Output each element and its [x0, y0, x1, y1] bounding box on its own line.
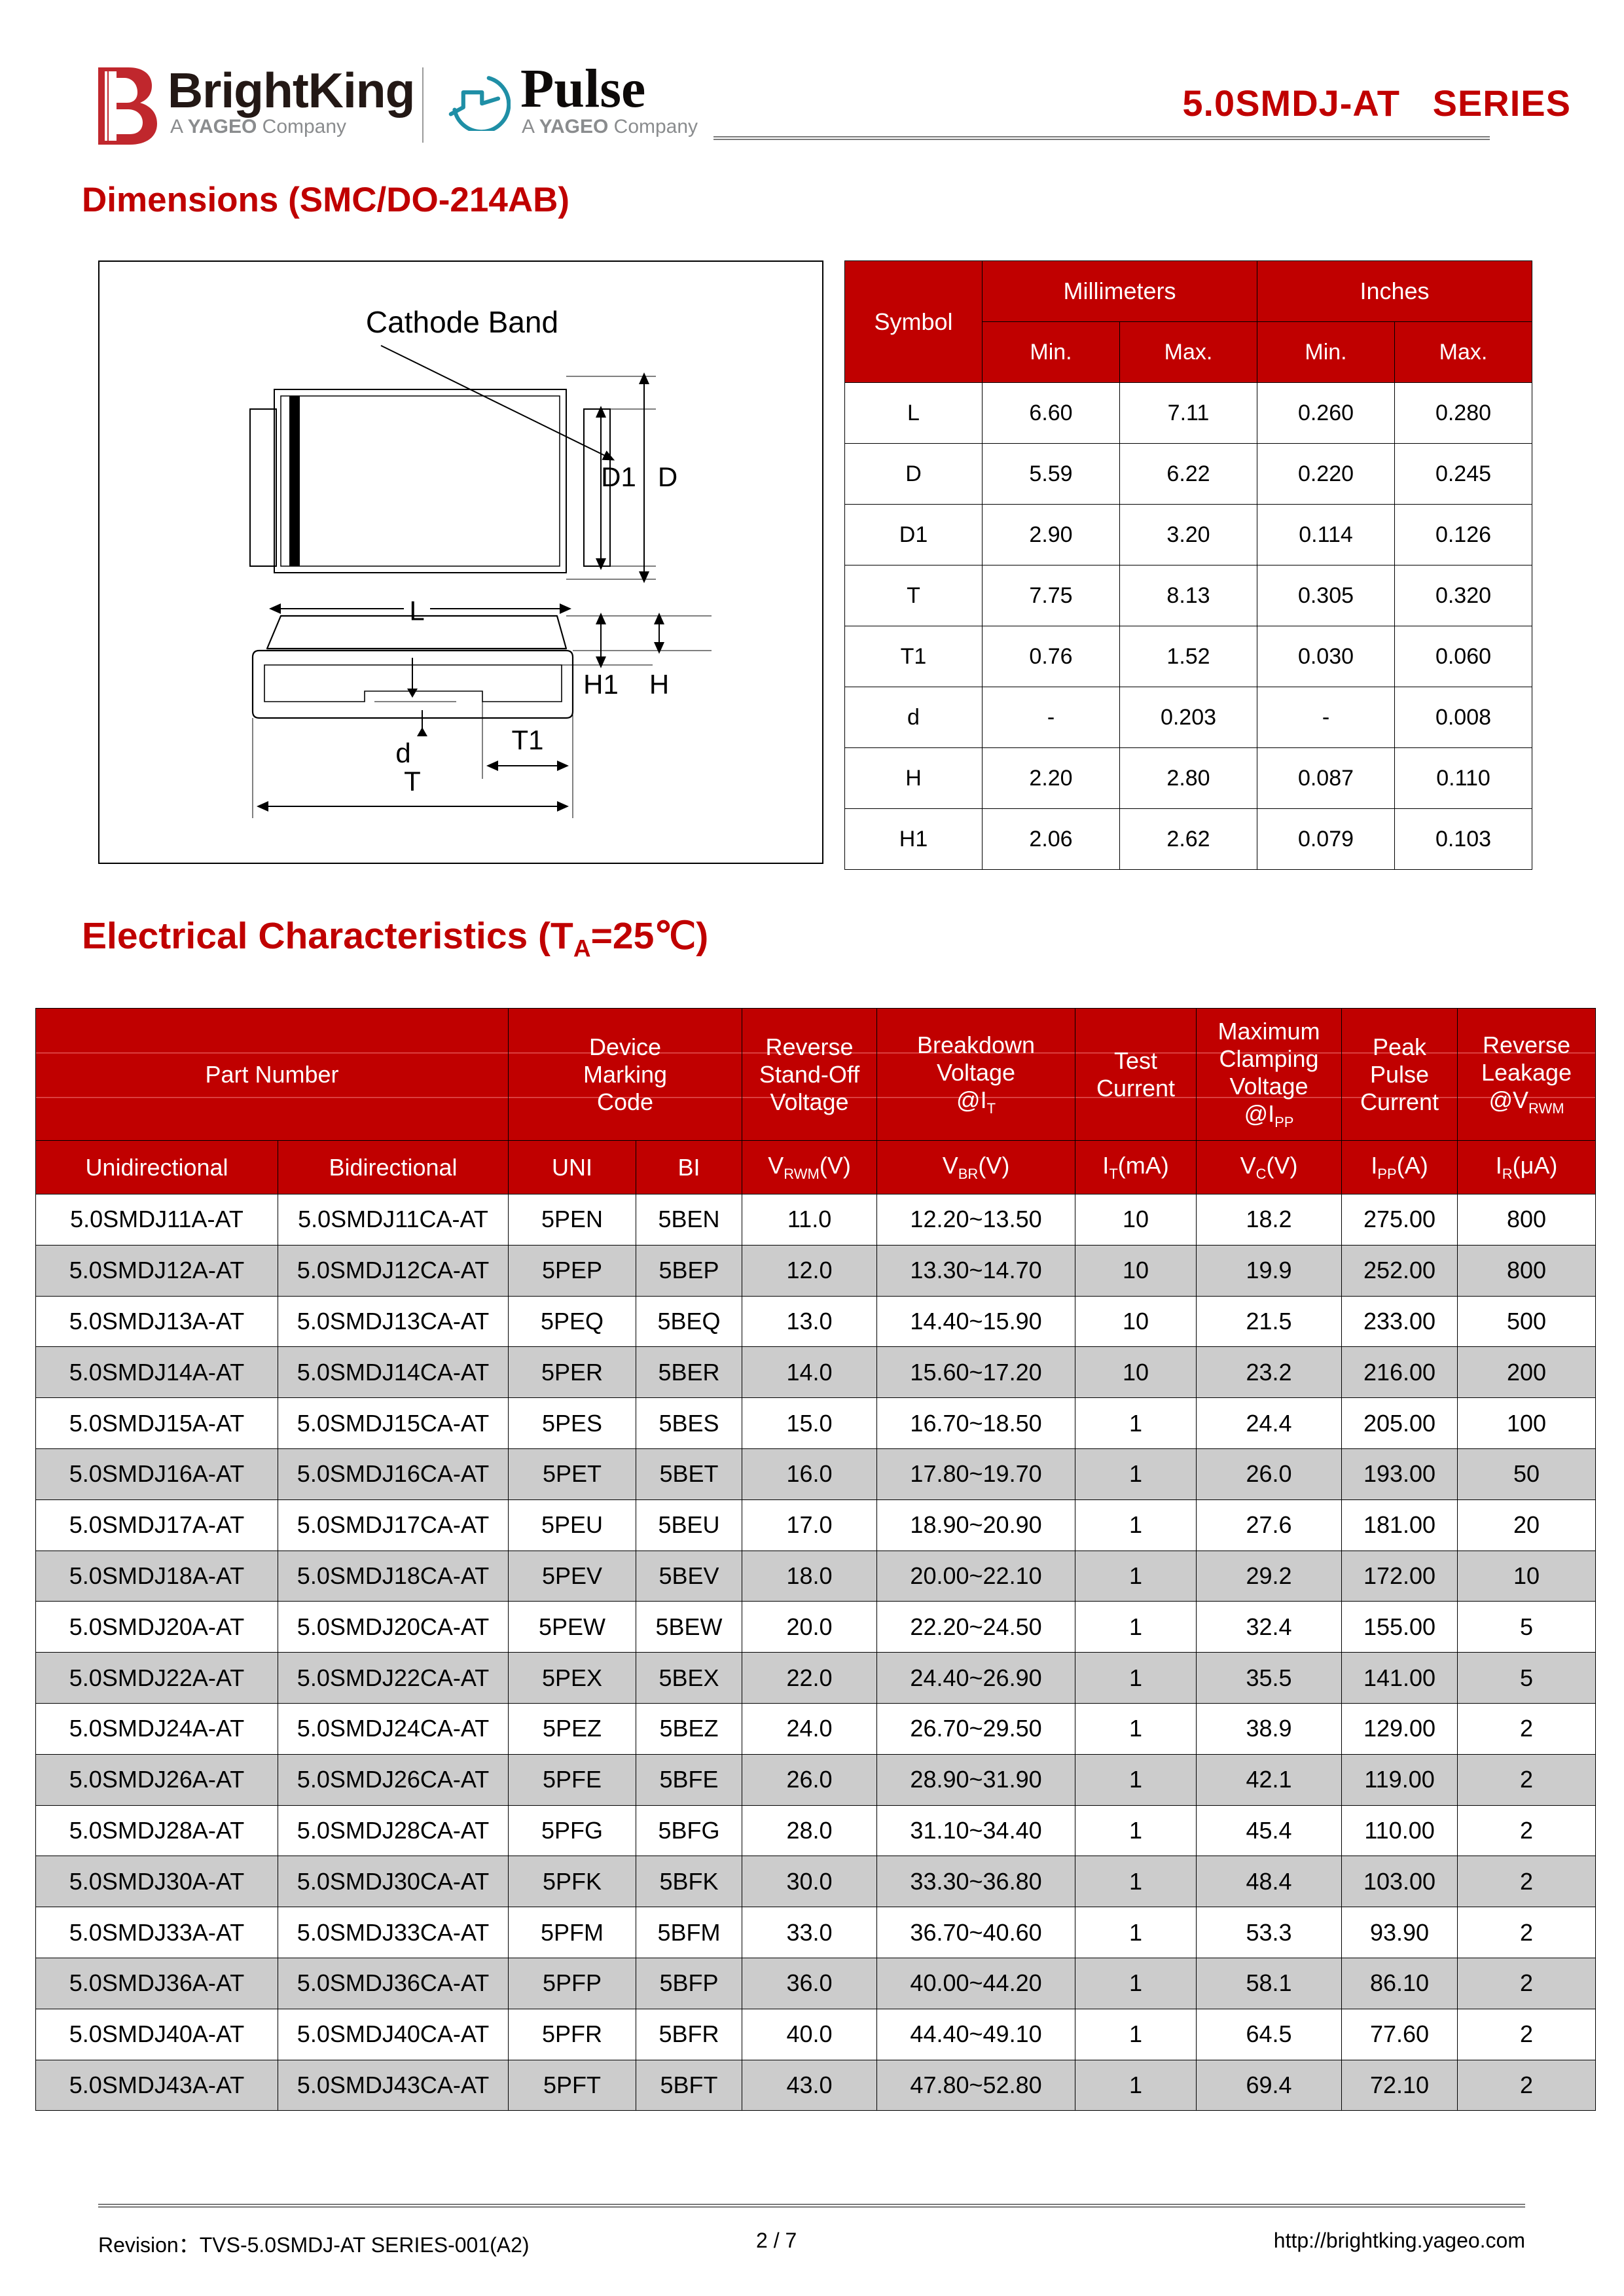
svg-text:H: H — [649, 669, 669, 700]
svg-text:Cathode Band: Cathode Band — [366, 305, 558, 339]
svg-text:d: d — [395, 738, 410, 768]
svg-text:D1: D1 — [601, 461, 636, 492]
svg-text:D: D — [658, 461, 677, 492]
svg-text:L: L — [409, 596, 424, 626]
svg-text:T1: T1 — [511, 725, 543, 755]
svg-text:H1: H1 — [583, 669, 619, 700]
svg-text:T: T — [404, 766, 421, 797]
